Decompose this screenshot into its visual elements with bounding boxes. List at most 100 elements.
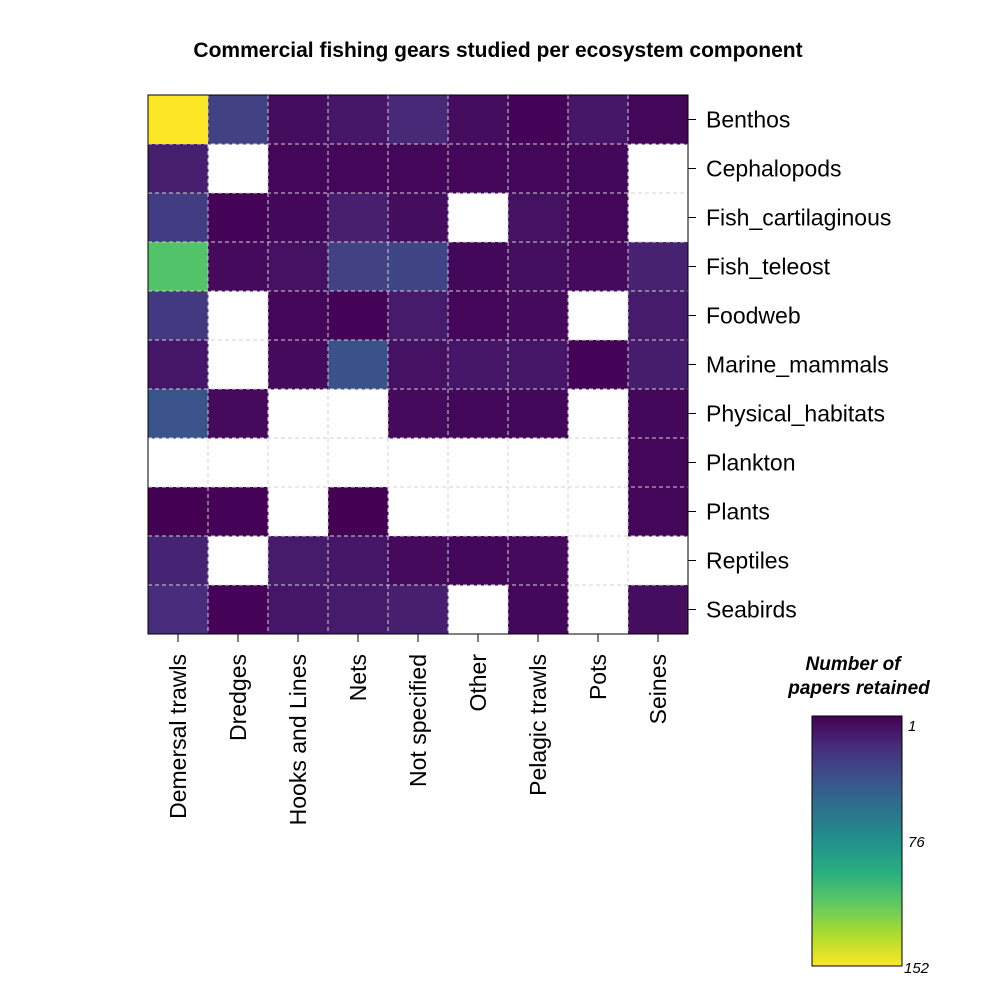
heatmap-cell <box>328 95 389 145</box>
legend-tick-min: 1 <box>908 718 916 735</box>
heatmap-cell <box>148 193 209 243</box>
heatmap-cell <box>568 340 629 390</box>
heatmap-cell <box>628 340 689 390</box>
column-label: Demersal trawls <box>165 654 191 819</box>
column-labels: Demersal trawls Dredges Hooks and Lines Net… <box>165 634 671 825</box>
color-legend: Number of papers retained 1 76 152 <box>787 654 930 977</box>
heatmap-cell <box>148 389 209 439</box>
heatmap-cell <box>508 95 569 145</box>
heatmap-cell <box>268 585 329 635</box>
heatmap-cell <box>448 389 509 439</box>
row-label: Benthos <box>706 107 790 133</box>
legend-tick-mid: 76 <box>908 834 925 851</box>
heatmap-grid <box>148 95 688 634</box>
column-label: Dredges <box>225 654 251 741</box>
heatmap-cell <box>148 95 209 145</box>
heatmap-cell <box>208 242 269 292</box>
row-label: Seabirds <box>706 597 797 623</box>
heatmap-cell <box>448 242 509 292</box>
heatmap-cell <box>388 193 449 243</box>
heatmap-cell <box>508 193 569 243</box>
heatmap-cell <box>148 291 209 341</box>
heatmap-cell <box>628 585 689 635</box>
heatmap-cell <box>508 536 569 586</box>
heatmap-cell <box>628 438 689 488</box>
heatmap-cell <box>148 487 209 537</box>
row-labels: Benthos Cephalopods Fish_cartilaginous Fish… <box>688 107 891 623</box>
heatmap-cell <box>268 95 329 145</box>
heatmap-cell <box>628 242 689 292</box>
heatmap-cell <box>148 585 209 635</box>
heatmap-cell <box>388 291 449 341</box>
legend-title-line2: papers retained <box>787 678 930 699</box>
heatmap-cell <box>388 95 449 145</box>
heatmap-cell <box>448 340 509 390</box>
column-label: Pots <box>585 654 611 700</box>
heatmap-cell <box>148 340 209 390</box>
heatmap-cell <box>448 95 509 145</box>
heatmap-cell <box>388 536 449 586</box>
heatmap-cell <box>508 340 569 390</box>
heatmap-cell <box>328 585 389 635</box>
row-label: Cephalopods <box>706 156 842 182</box>
heatmap-cell <box>328 487 389 537</box>
heatmap-cell <box>508 585 569 635</box>
heatmap-cell <box>148 144 209 194</box>
heatmap-cell <box>268 536 329 586</box>
legend-colorbar <box>811 715 903 967</box>
heatmap-cell <box>148 536 209 586</box>
heatmap-cell <box>268 193 329 243</box>
legend-tick-max: 152 <box>904 960 930 977</box>
heatmap-cell <box>568 144 629 194</box>
heatmap-cell <box>268 242 329 292</box>
heatmap-cell <box>148 242 209 292</box>
heatmap-cell <box>508 242 569 292</box>
heatmap-cell <box>448 291 509 341</box>
heatmap-cell <box>268 340 329 390</box>
row-label: Foodweb <box>706 303 801 329</box>
row-label: Marine_mammals <box>706 352 889 378</box>
heatmap-cell <box>628 291 689 341</box>
legend-title-line1: Number of <box>806 654 903 675</box>
heatmap-cells <box>148 95 689 635</box>
row-label: Fish_cartilaginous <box>706 205 891 231</box>
heatmap-cell <box>388 340 449 390</box>
heatmap-cell <box>388 585 449 635</box>
heatmap-cell <box>508 389 569 439</box>
heatmap-cell <box>388 144 449 194</box>
row-label: Plankton <box>706 450 796 476</box>
heatmap-cell <box>508 144 569 194</box>
heatmap-cell <box>568 193 629 243</box>
heatmap-cell <box>628 487 689 537</box>
heatmap-cell <box>628 389 689 439</box>
heatmap-cell <box>508 291 569 341</box>
heatmap-cell <box>388 242 449 292</box>
heatmap-cell <box>328 193 389 243</box>
heatmap-cell <box>208 487 269 537</box>
column-label: Pelagic trawls <box>525 654 551 796</box>
heatmap-cell <box>388 389 449 439</box>
row-label: Plants <box>706 499 770 525</box>
heatmap-cell <box>628 95 689 145</box>
column-label: Hooks and Lines <box>285 654 311 825</box>
row-label: Reptiles <box>706 548 789 574</box>
heatmap-cell <box>328 340 389 390</box>
column-label: Not specified <box>405 654 431 787</box>
heatmap-cell <box>328 536 389 586</box>
column-label: Seines <box>645 654 671 724</box>
heatmap-cell <box>208 193 269 243</box>
heatmap-cell <box>448 144 509 194</box>
heatmap-cell <box>568 242 629 292</box>
heatmap-cell <box>568 95 629 145</box>
row-label: Physical_habitats <box>706 401 885 427</box>
column-label: Nets <box>345 654 371 701</box>
column-label: Other <box>465 654 491 712</box>
heatmap-cell <box>208 585 269 635</box>
heatmap-cell <box>208 95 269 145</box>
heatmap-cell <box>448 536 509 586</box>
heatmap-cell <box>328 291 389 341</box>
heatmap-cell <box>268 291 329 341</box>
heatmap-cell <box>328 144 389 194</box>
chart-title: Commercial fishing gears studied per eco… <box>193 39 802 62</box>
